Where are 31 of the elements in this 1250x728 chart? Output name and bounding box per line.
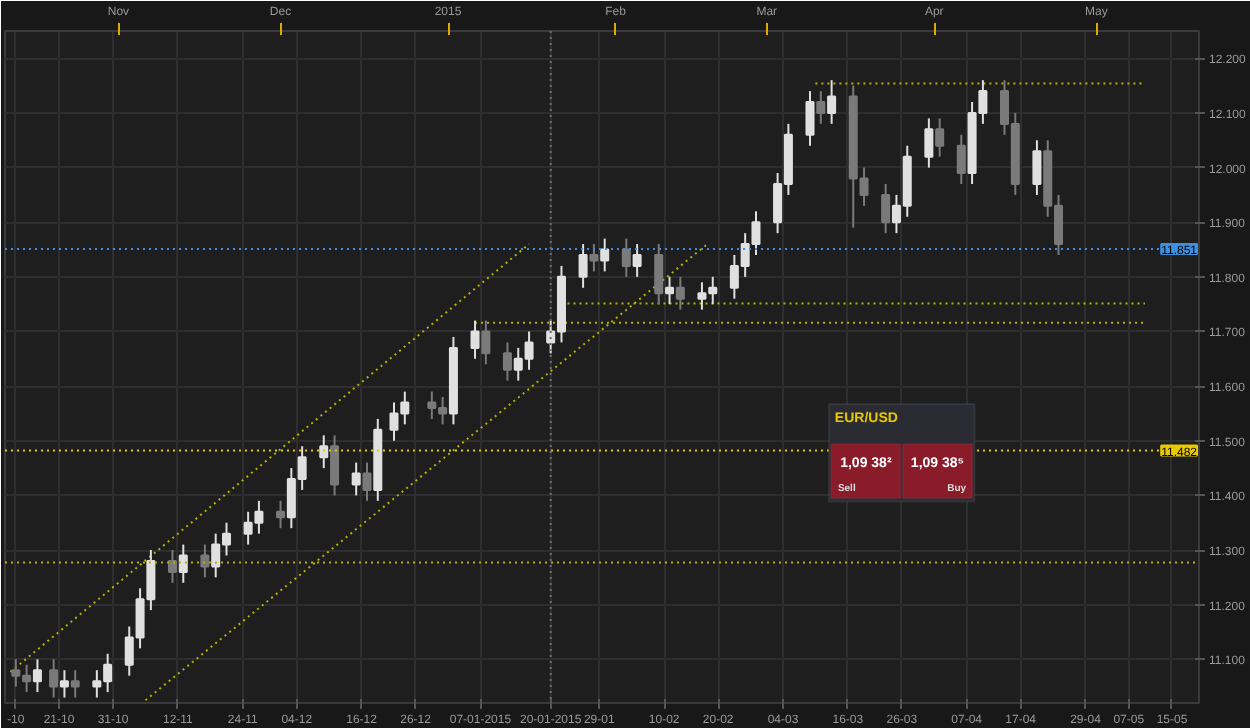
candlestick bbox=[956, 133, 966, 185]
candlestick bbox=[805, 90, 815, 147]
candlestick bbox=[32, 658, 42, 694]
candlestick bbox=[589, 243, 599, 273]
candlestick bbox=[600, 237, 610, 273]
candlestick bbox=[654, 243, 664, 306]
candlestick bbox=[675, 275, 685, 311]
candlestick bbox=[578, 243, 588, 289]
candlestick bbox=[924, 117, 934, 169]
candlestick bbox=[827, 79, 837, 125]
candlestick bbox=[59, 669, 69, 699]
candlestick bbox=[319, 434, 329, 470]
candlestick bbox=[935, 117, 945, 158]
candlestick bbox=[49, 658, 59, 699]
candlestick bbox=[200, 543, 210, 579]
candlestick bbox=[70, 669, 80, 699]
candlestick bbox=[816, 90, 826, 125]
candlestick bbox=[330, 434, 340, 497]
candlestick bbox=[362, 461, 372, 502]
candlestick bbox=[470, 319, 480, 360]
candlestick bbox=[502, 341, 512, 382]
candlestick bbox=[632, 243, 642, 278]
candlestick bbox=[1032, 139, 1042, 196]
candlestick bbox=[881, 182, 891, 235]
candlestick bbox=[351, 461, 361, 497]
candlestick bbox=[621, 237, 631, 278]
candlestick bbox=[665, 275, 675, 306]
candlestick bbox=[276, 499, 286, 530]
candlestick bbox=[167, 549, 177, 584]
candlestick bbox=[178, 543, 188, 584]
candlestick bbox=[481, 319, 491, 366]
